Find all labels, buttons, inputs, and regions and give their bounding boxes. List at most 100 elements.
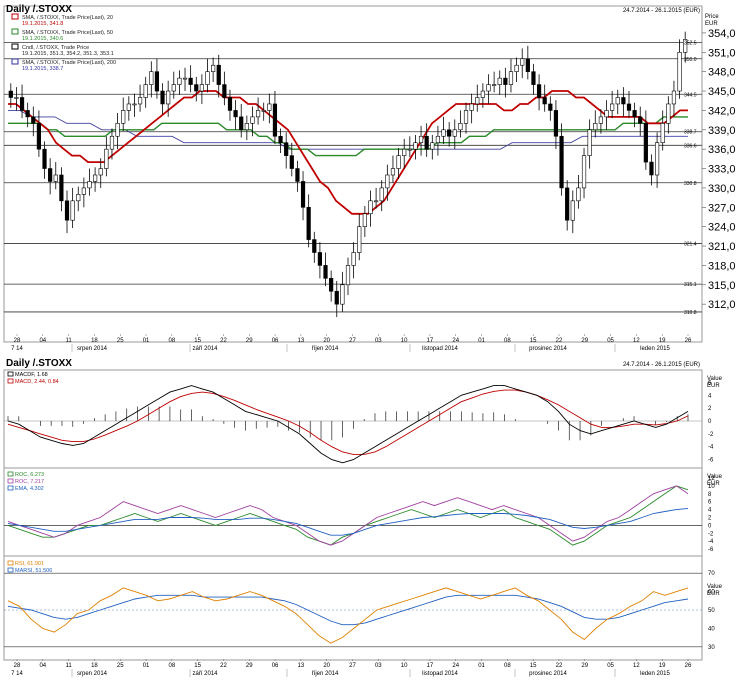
y-tick-label: 318,0: [708, 260, 736, 272]
marsi-line: [7, 594, 689, 626]
rsi-legend-text: RSI, 61.901: [15, 561, 44, 567]
price-axis-unit: EUR: [705, 21, 718, 27]
candle-down: [284, 142, 289, 156]
candle-down: [525, 58, 530, 72]
candle-down: [638, 116, 643, 124]
candle-up: [677, 51, 682, 92]
candle-down: [621, 97, 626, 105]
candle-up: [430, 142, 435, 150]
main-panel-frame: [3, 5, 703, 343]
support-line-label: 310.8: [684, 310, 697, 316]
macd-date-range: 24.7.2014 - 26.1.2015 (EUR): [623, 362, 700, 368]
candle-up: [374, 200, 379, 203]
x-day-label: 22: [556, 338, 563, 344]
candle-up: [413, 142, 418, 150]
macd-y-tick-label: 0: [708, 419, 712, 425]
candle-up: [357, 226, 362, 253]
legend-swatch: [7, 485, 14, 491]
legend-line1: SMA, /.STOXX, Trade Price(Last), 200: [22, 60, 116, 66]
legend-swatch: [7, 560, 14, 566]
candle-up: [418, 135, 424, 144]
candle-down: [559, 135, 564, 189]
x-day-label: 11: [65, 663, 72, 669]
support-line-label: 330.8: [684, 181, 697, 187]
candle-up: [683, 39, 688, 53]
macd-y-tick-label: 6: [708, 380, 712, 386]
candle-up: [81, 187, 86, 195]
candle-up: [390, 168, 396, 176]
macd-legend-text: MACD, 2.44, 0.84: [15, 379, 59, 385]
candle-up: [166, 90, 171, 105]
x-day-label: 19: [659, 338, 666, 344]
rsi-line: [7, 587, 689, 644]
x-day-label: 25: [117, 338, 124, 344]
candle-down: [329, 278, 334, 292]
roc-series-line: [7, 485, 689, 546]
candle-up: [492, 84, 497, 86]
candle-down: [160, 90, 165, 105]
candle-down: [154, 71, 160, 92]
candle-up: [508, 71, 514, 85]
candle-down: [323, 265, 328, 279]
y-tick-label: 345,0: [708, 86, 736, 98]
candle-up: [469, 103, 474, 111]
roc-axis-title: Value: [707, 474, 723, 480]
support-line-label: 350.0: [684, 57, 697, 63]
candle-up: [137, 97, 143, 105]
x-month-label: listopad 2014: [422, 346, 458, 352]
candle-up: [70, 200, 75, 221]
candle-up: [93, 174, 98, 182]
x-day-label: 08: [169, 338, 176, 344]
x-month-label: listopad 2014: [422, 671, 458, 677]
candle-down: [295, 168, 300, 182]
candle-up: [452, 129, 457, 137]
x-day-label: 10: [401, 663, 408, 669]
support-line-label: 338.7: [684, 130, 697, 136]
y-tick-label: 351,0: [708, 47, 736, 59]
legend-line2: 19.1.2015, 340.6: [22, 36, 63, 42]
candle-up: [261, 110, 266, 112]
x-day-label: 24: [452, 338, 459, 344]
x-day-label: 11: [65, 338, 72, 344]
candle-up: [351, 252, 356, 266]
macd-y-tick-label: -4: [708, 445, 714, 451]
roc-y-tick-label: 10: [708, 484, 715, 490]
x-day-label: 29: [581, 663, 588, 669]
candle-down: [632, 110, 637, 118]
candle-down: [8, 90, 13, 98]
x-day-label: 15: [530, 338, 537, 344]
macd-y-tick-label: -2: [708, 432, 714, 438]
candle-up: [576, 187, 581, 202]
x-day-label: 05: [607, 338, 614, 344]
candle-down: [48, 168, 53, 182]
candle-up: [76, 194, 81, 202]
legend-line2: 19.1.2015, 351.3, 354.2, 351.3, 353.1: [22, 51, 114, 57]
candle-down: [194, 84, 199, 92]
x-day-label: 20: [323, 338, 330, 344]
candle-down: [239, 116, 244, 131]
support-line-label: 321.4: [684, 241, 697, 247]
candle-up: [654, 142, 660, 176]
candle-up: [480, 90, 485, 98]
candle-down: [626, 103, 632, 111]
x-month-label: srpen 2014: [77, 346, 108, 352]
x-day-label: 22: [220, 338, 227, 344]
rsi-y-tick-label: 50: [708, 608, 715, 614]
legend-line2: 19.1.2015, 338.7: [22, 66, 63, 72]
candle-up: [604, 110, 609, 118]
support-line-label: 336.6: [684, 143, 697, 149]
y-tick-label: 333,0: [708, 164, 736, 176]
roc-y-tick-label: 8: [708, 492, 712, 498]
roc-y-tick-label: 12: [708, 476, 715, 482]
x-day-label: 17: [427, 338, 434, 344]
x-month-label: prosinec 2014: [529, 346, 567, 352]
y-tick-label: 327,0: [708, 202, 736, 214]
x-day-label: 10: [401, 338, 408, 344]
candle-up: [104, 148, 109, 169]
y-tick-label: 354,0: [708, 28, 736, 40]
x-day-label: 06: [272, 338, 279, 344]
candle-up: [396, 155, 401, 169]
candle-up: [598, 116, 603, 124]
rsi-y-tick-label: 30: [708, 645, 715, 651]
